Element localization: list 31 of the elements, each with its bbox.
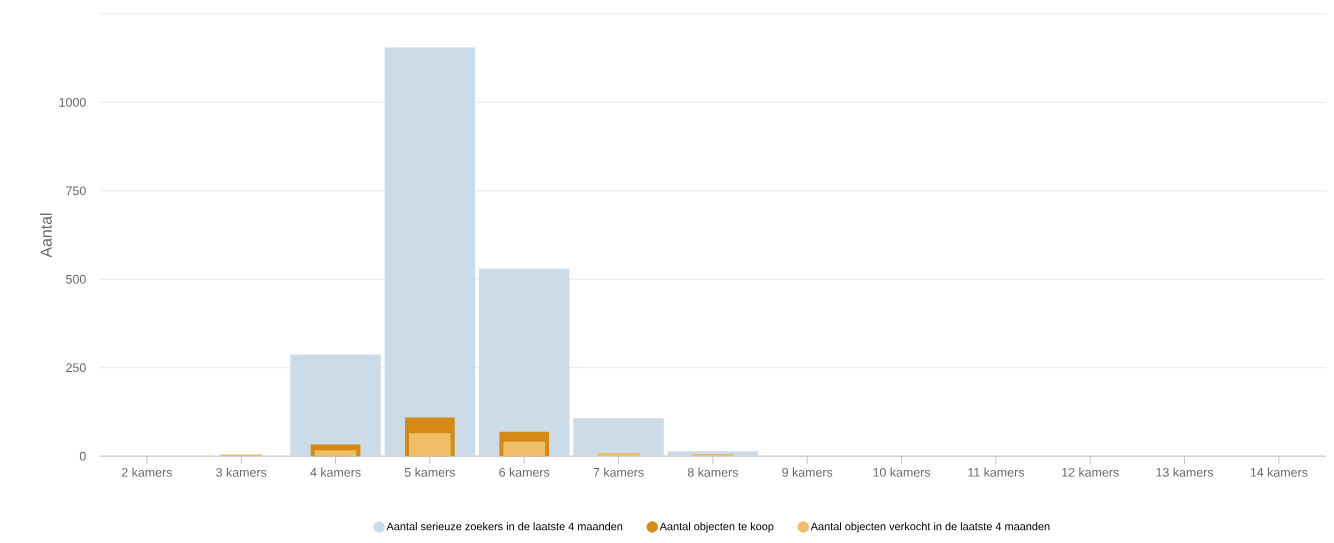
bar	[692, 454, 734, 457]
bar	[384, 47, 476, 457]
legend-label: Aantal objecten verkocht in de laatste 4 maanden	[810, 522, 1050, 533]
x-tick-label: 4 kamers	[310, 467, 361, 477]
y-tick-label: 0	[79, 451, 86, 461]
legend-label: Aantal objecten te koop	[659, 522, 774, 533]
bar	[503, 441, 546, 457]
x-tick-label: 14 kamers	[1250, 467, 1308, 477]
y-tick-label: 250	[66, 363, 86, 373]
x-tick-label: 10 kamers	[873, 467, 931, 477]
bar	[314, 450, 357, 457]
bar	[573, 418, 664, 457]
y-axis-title: Aantal	[40, 213, 52, 258]
x-tick-label: 7 kamers	[593, 467, 644, 477]
y-tick-label: 1000	[59, 98, 86, 107]
x-tick-label: 9 kamers	[782, 467, 833, 477]
x-tick-label: 5 kamers	[404, 467, 455, 477]
bar	[290, 354, 381, 457]
x-tick-label: 6 kamers	[499, 467, 550, 477]
bar	[409, 433, 451, 457]
y-tick-label: 750	[66, 186, 86, 196]
x-tick-label: 12 kamers	[1062, 467, 1119, 477]
bar	[597, 453, 640, 457]
x-tick-label: 13 kamers	[1156, 467, 1214, 477]
x-tick-label: 11 kamers	[968, 467, 1024, 477]
x-tick-label: 8 kamers	[687, 467, 738, 477]
x-tick-label: 2 kamers	[121, 467, 172, 477]
bar	[479, 268, 570, 457]
y-tick-label: 500	[66, 275, 86, 284]
x-tick-label: 3 kamers	[216, 467, 267, 477]
legend-label: Aantal serieuze zoekers in de laatste 4 maanden	[386, 522, 623, 531]
